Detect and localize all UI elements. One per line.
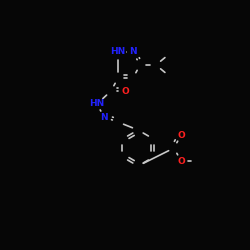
Text: HN: HN [110,48,126,56]
Text: N: N [129,48,137,56]
Text: N: N [100,112,108,122]
Text: O: O [177,156,185,166]
Text: O: O [177,130,185,140]
Text: HN: HN [90,100,104,108]
Text: O: O [121,86,129,96]
